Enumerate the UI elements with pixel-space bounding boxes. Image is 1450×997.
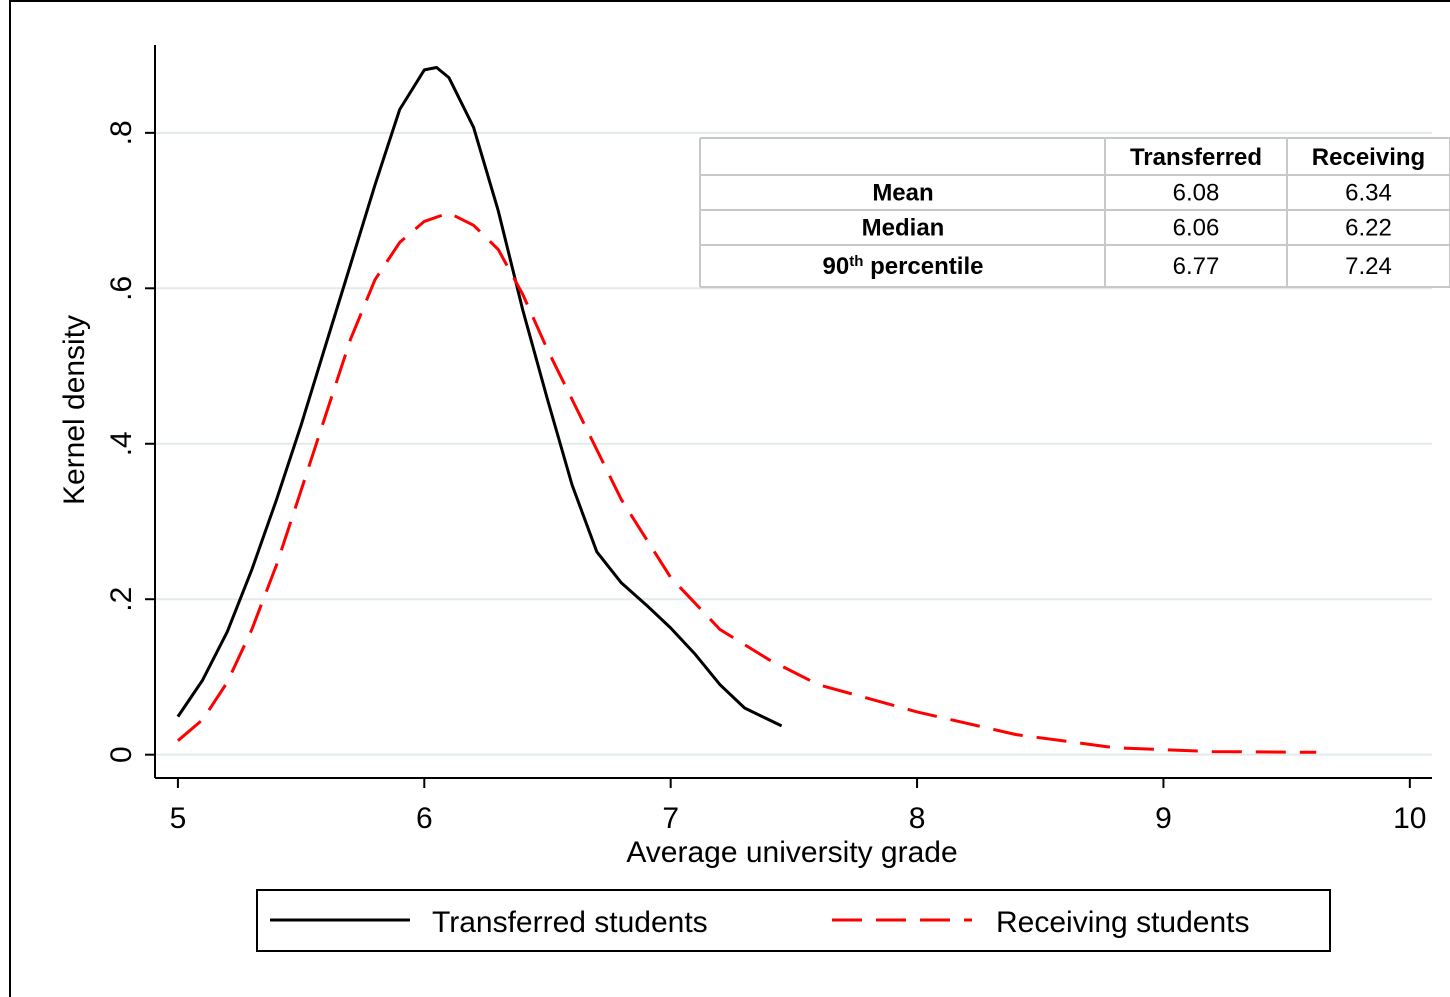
table-cell: 6.08	[1173, 180, 1220, 207]
y-tick-label: 0	[105, 746, 138, 763]
row-label-part: percentile	[863, 253, 983, 280]
table-cell: 6.22	[1345, 215, 1392, 242]
y-tick-label: .4	[105, 431, 138, 456]
legend-label: Transferred students	[432, 906, 708, 939]
y-tick-label: .6	[105, 276, 138, 301]
x-tick-label: 10	[1393, 802, 1426, 835]
row-label: 90th percentile	[823, 253, 984, 281]
table-bg	[700, 138, 1450, 287]
x-axis-label: Average university grade	[626, 836, 957, 869]
table-header: Transferred	[1130, 144, 1262, 171]
x-tick-label: 6	[416, 802, 433, 835]
row-label: Mean	[872, 180, 933, 207]
table-cell: 6.77	[1173, 253, 1220, 280]
row-label: Median	[862, 215, 945, 242]
density-line	[176, 66, 783, 728]
row-label-part: 90	[823, 253, 850, 280]
x-tick-label: 5	[170, 802, 187, 835]
legend-label: Receiving students	[996, 906, 1249, 939]
table-cell: 7.24	[1345, 253, 1392, 280]
table-cell: 6.34	[1345, 180, 1392, 207]
x-tick-label: 7	[662, 802, 679, 835]
x-tick-label: 8	[909, 802, 926, 835]
density-line	[176, 211, 1317, 754]
frame	[9, 0, 1450, 997]
y-tick-label: .2	[105, 587, 138, 612]
y-axis-label: Kernel density	[58, 315, 91, 505]
legend-box	[256, 889, 1331, 952]
table-cell: 6.06	[1173, 215, 1220, 242]
row-label-part: th	[849, 253, 863, 270]
x-tick-label: 9	[1155, 802, 1172, 835]
y-tick-label: .8	[105, 120, 138, 145]
table-header: Receiving	[1312, 144, 1425, 171]
